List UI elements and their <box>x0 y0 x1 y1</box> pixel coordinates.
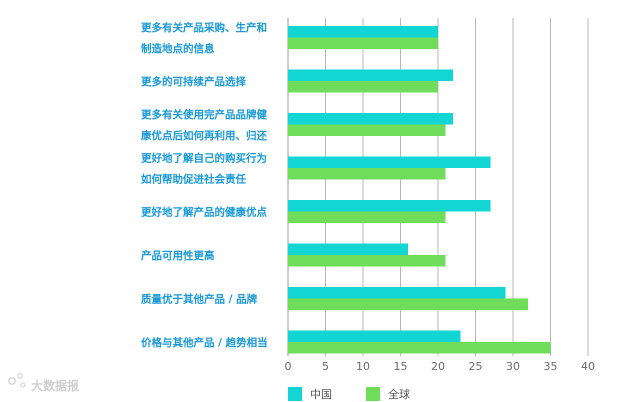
x-tick-label: 20 <box>431 360 445 373</box>
watermark-text: 大数据报 <box>31 378 79 393</box>
x-tick-label: 10 <box>356 360 370 373</box>
category-label: 更多有关使用完产品品牌健康优点后如何再利用、归还 <box>141 108 267 142</box>
bar-china <box>288 69 453 81</box>
bar-global <box>288 37 438 49</box>
x-tick-label: 35 <box>544 360 558 373</box>
category-label: 质量优于其他产品 / 品牌 <box>141 293 258 306</box>
legend-label: 全球 <box>388 387 410 401</box>
x-tick-label: 15 <box>394 360 408 373</box>
bar-global <box>288 168 446 180</box>
category-label: 价格与其他产品 / 趋势相当 <box>141 336 268 349</box>
category-label-line: 如何帮助促进社会责任 <box>141 173 246 186</box>
bar-china <box>288 330 461 342</box>
legend-label: 中国 <box>310 388 332 401</box>
bar-global <box>288 124 446 136</box>
bar-china <box>288 243 408 255</box>
category-label-line: 价格与其他产品 / 趋势相当 <box>141 336 268 349</box>
watermark: 大数据报 <box>8 373 79 393</box>
category-label: 更好地了解产品的健康优点 <box>141 206 267 219</box>
category-labels: 更多有关产品采购、生产和制造地点的信息更多的可持续产品选择更多有关使用完产品品牌… <box>141 21 268 349</box>
category-label-line: 更好地了解产品的健康优点 <box>141 206 267 219</box>
bar-china <box>288 113 453 125</box>
bar-china <box>288 200 491 212</box>
bar-global <box>288 298 528 310</box>
x-tick-label: 30 <box>506 360 520 373</box>
bar-global <box>288 211 446 223</box>
bar-global <box>288 255 446 267</box>
category-label: 更多有关产品采购、生产和制造地点的信息 <box>141 21 267 55</box>
category-label-line: 康优点后如何再利用、归还 <box>141 129 267 142</box>
category-label: 更多的可持续产品选择 <box>141 75 246 88</box>
bar-china <box>288 156 491 168</box>
bar-global <box>288 342 551 354</box>
bars <box>288 26 551 354</box>
category-label: 更好地了解自己的购买行为如何帮助促进社会责任 <box>141 152 267 186</box>
category-label-line: 制造地点的信息 <box>141 42 215 55</box>
category-label: 产品可用性更高 <box>141 249 215 262</box>
x-tick-label: 0 <box>285 360 292 373</box>
category-label-line: 更多有关产品采购、生产和 <box>141 21 267 34</box>
x-tick-label: 25 <box>469 360 483 373</box>
category-label-line: 产品可用性更高 <box>141 249 215 262</box>
legend-swatch <box>288 387 302 401</box>
bar-global <box>288 81 438 93</box>
legend: 中国 全球 <box>288 387 410 401</box>
bar-china <box>288 26 438 38</box>
logo-icon <box>8 373 26 388</box>
bar-china <box>288 287 506 299</box>
category-label-line: 更多的可持续产品选择 <box>141 75 246 88</box>
x-tick-label: 5 <box>322 360 329 373</box>
legend-swatch <box>366 387 380 401</box>
x-tick-label: 40 <box>581 360 595 373</box>
category-label-line: 质量优于其他产品 / 品牌 <box>141 293 258 306</box>
category-label-line: 更好地了解自己的购买行为 <box>141 152 267 165</box>
x-tick-labels: 0 5 10 15 20 25 30 35 40 <box>285 360 596 373</box>
category-label-line: 更多有关使用完产品品牌健 <box>141 108 267 121</box>
